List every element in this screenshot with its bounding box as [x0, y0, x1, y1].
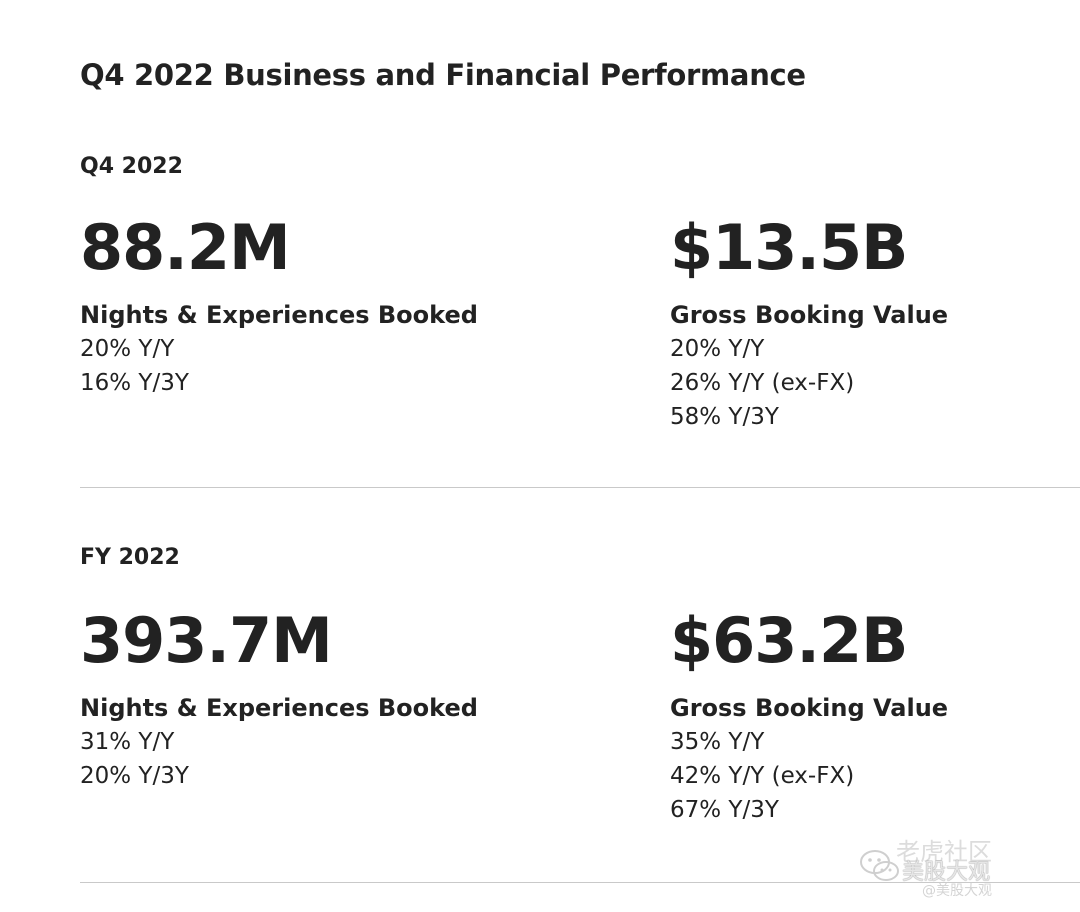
metric-yoy: 20% Y/Y	[670, 336, 765, 362]
metric-value: 393.7M	[80, 604, 333, 677]
page-title: Q4 2022 Business and Financial Performan…	[80, 58, 806, 92]
metric-y3y: 67% Y/3Y	[670, 797, 779, 823]
metric-yoy-ex-fx: 42% Y/Y (ex-FX)	[670, 763, 855, 789]
metric-y3y: 58% Y/3Y	[670, 404, 779, 430]
metric-yoy: 35% Y/Y	[670, 729, 765, 755]
metric-yoy: 20% Y/Y	[80, 336, 175, 362]
metric-value: 88.2M	[80, 211, 291, 284]
metric-yoy: 31% Y/Y	[80, 729, 175, 755]
section-divider	[80, 487, 1080, 488]
metric-label: Gross Booking Value	[670, 694, 949, 722]
metric-label: Nights & Experiences Booked	[80, 301, 478, 329]
metric-fy-nights: 393.7M Nights & Experiences Booked 31% Y…	[80, 605, 478, 793]
watermark-line3: @美股大观	[922, 883, 992, 899]
metric-label: Gross Booking Value	[670, 301, 949, 329]
wechat-icon	[860, 850, 899, 881]
metric-label: Nights & Experiences Booked	[80, 694, 478, 722]
metric-q4-gbv: $13.5B Gross Booking Value 20% Y/Y 26% Y…	[670, 212, 948, 434]
section-divider	[80, 882, 1080, 883]
watermark-line1: 老虎社区	[896, 838, 992, 866]
metric-y3y: 20% Y/3Y	[80, 763, 189, 789]
metric-value: $63.2B	[670, 604, 908, 677]
metric-q4-nights: 88.2M Nights & Experiences Booked 20% Y/…	[80, 212, 478, 400]
watermark-line2: 美股大观	[902, 860, 991, 885]
section-label-fy-2022: FY 2022	[80, 545, 180, 570]
metric-yoy-ex-fx: 26% Y/Y (ex-FX)	[670, 370, 855, 396]
metric-value: $13.5B	[670, 211, 908, 284]
metric-y3y: 16% Y/3Y	[80, 370, 189, 396]
metric-fy-gbv: $63.2B Gross Booking Value 35% Y/Y 42% Y…	[670, 605, 948, 827]
watermark: 老虎社区 美股大观 @美股大观	[858, 832, 1058, 902]
section-label-q4-2022: Q4 2022	[80, 154, 183, 179]
